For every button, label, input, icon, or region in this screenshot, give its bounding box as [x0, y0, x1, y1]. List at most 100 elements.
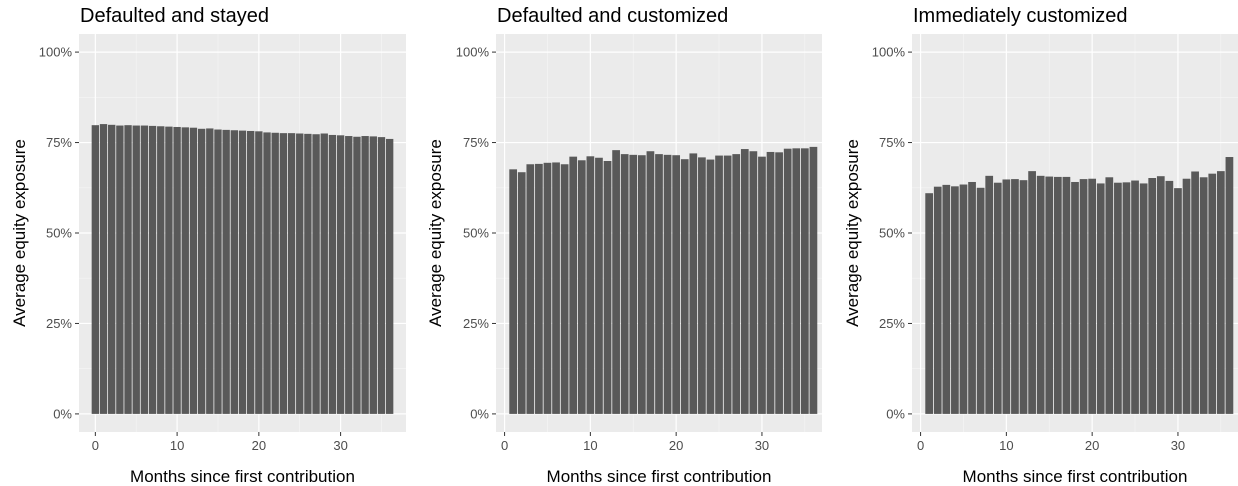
bar [526, 164, 535, 414]
bar [230, 130, 239, 414]
y-tick-label: 50% [46, 226, 72, 241]
bar [116, 125, 124, 414]
y-tick-label: 75% [879, 135, 905, 150]
bar [1071, 181, 1079, 414]
bar [792, 148, 801, 414]
bar [108, 124, 116, 414]
bar [959, 184, 968, 414]
bar [976, 187, 985, 414]
bar [1045, 176, 1054, 414]
x-tick-label: 0 [917, 438, 924, 453]
bar [1199, 177, 1208, 414]
bar [766, 151, 775, 414]
y-tick-label: 25% [879, 316, 905, 331]
bar [1088, 178, 1097, 414]
chart-title: Defaulted and customized [497, 5, 728, 27]
bar [655, 154, 663, 414]
bar [1208, 173, 1217, 414]
bar [1139, 183, 1148, 414]
bar [620, 154, 629, 414]
bar [672, 155, 681, 414]
bar [603, 160, 612, 414]
bar [535, 163, 543, 414]
bar [1191, 171, 1199, 414]
chart-panel-3: 0% 25% 50% 75% 100% 0 10 20 30 Immediately custom… [843, 5, 1238, 486]
y-axis-title: Average equity exposure [426, 139, 445, 327]
chart-title: Defaulted and stayed [80, 5, 269, 27]
bar [809, 146, 818, 414]
bar [271, 132, 279, 414]
bar [749, 151, 758, 414]
y-tick-label: 0% [470, 406, 489, 421]
bar [222, 129, 230, 414]
bar [369, 136, 377, 414]
bar [377, 137, 386, 414]
bar [1096, 183, 1105, 414]
y-tick-label: 75% [46, 135, 72, 150]
bar [312, 134, 320, 414]
bar [148, 125, 157, 414]
bar [509, 169, 518, 414]
bar [740, 149, 749, 414]
bar [1225, 157, 1234, 414]
bar [951, 186, 959, 414]
bar [1114, 182, 1122, 414]
bar [361, 136, 369, 414]
bar [560, 164, 569, 414]
bar [99, 124, 108, 414]
bar [942, 184, 951, 414]
x-tick-label: 10 [170, 438, 184, 453]
bar [1131, 180, 1139, 414]
bar [345, 136, 353, 414]
bar [775, 152, 783, 414]
y-tick-label: 25% [46, 316, 72, 331]
y-tick-label: 25% [463, 316, 489, 331]
bar [732, 154, 741, 414]
y-tick-label: 50% [879, 226, 905, 241]
bar [157, 126, 165, 414]
y-tick-label: 100% [872, 45, 906, 60]
x-axis-title: Months since first contribution [130, 467, 355, 486]
bar [263, 132, 271, 414]
x-tick-label: 20 [669, 438, 683, 453]
chart-panel-1: 0% 25% 50% 75% 100% 0 10 20 30 Defaulted and stay… [10, 5, 406, 486]
bar [1165, 180, 1174, 414]
bar [577, 160, 586, 414]
bar [968, 181, 976, 414]
bar [663, 154, 672, 414]
bar [925, 193, 934, 414]
bar [214, 129, 222, 414]
bar [637, 155, 646, 414]
bar [586, 156, 595, 414]
x-tick-label: 0 [501, 438, 508, 453]
bar [612, 150, 620, 414]
bar [706, 159, 715, 414]
bar [646, 151, 655, 414]
chart-title: Immediately customized [913, 5, 1128, 27]
bar [758, 156, 766, 414]
bar [680, 159, 689, 414]
bar [1079, 179, 1088, 414]
bar [1122, 182, 1131, 414]
x-tick-label: 30 [1171, 438, 1185, 453]
bar [1036, 175, 1045, 414]
y-axis-title: Average equity exposure [843, 139, 862, 327]
bar [595, 157, 603, 414]
bar [629, 154, 638, 414]
x-axis-title: Months since first contribution [963, 467, 1188, 486]
bar [279, 133, 288, 414]
y-tick-label: 75% [463, 135, 489, 150]
x-tick-label: 10 [999, 438, 1013, 453]
bar [1019, 180, 1028, 414]
bar [1011, 179, 1019, 414]
bar [91, 125, 100, 414]
bar [783, 148, 792, 414]
bar [328, 134, 337, 414]
bar [1174, 188, 1182, 414]
bar [246, 130, 255, 414]
x-tick-label: 30 [333, 438, 347, 453]
x-tick-label: 0 [92, 438, 99, 453]
bar [296, 133, 304, 414]
bar [124, 125, 132, 414]
